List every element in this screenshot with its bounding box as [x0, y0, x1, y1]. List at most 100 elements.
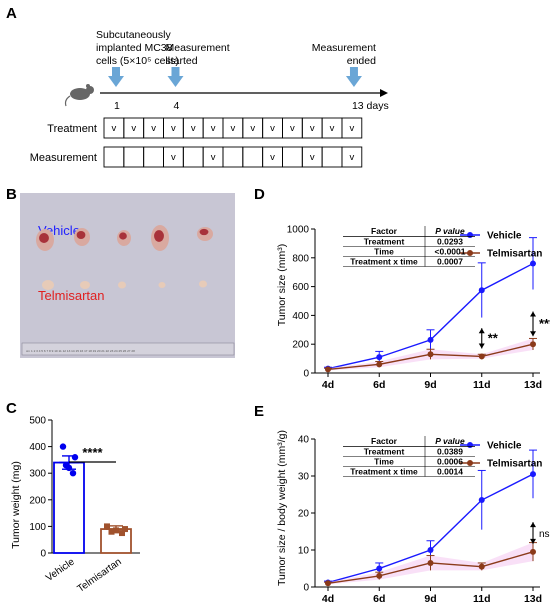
chart-e-legend-marker [467, 460, 473, 466]
panel-label-b: B [6, 186, 17, 203]
chart-e-ytick-label: 10 [298, 546, 310, 557]
chart-d-ytick-label: 1000 [287, 225, 310, 236]
tumor-telmisartan-1 [42, 280, 54, 290]
schedule-mark: v [290, 123, 295, 134]
schedule-cell [341, 146, 363, 168]
chart-e-stats-header: Factor [371, 436, 398, 446]
chart-e-xtick-label: 9d [424, 593, 436, 605]
chart-e-point [478, 497, 485, 504]
chart-d-stats-header: Factor [371, 226, 398, 236]
chart-c-point [108, 528, 115, 535]
chart-e-stats-pvalue: 0.0389 [437, 447, 463, 457]
tumor-photo [20, 193, 235, 358]
chart-c-ytick-label: 100 [29, 522, 46, 533]
chart-d-xtick-label: 13d [524, 379, 542, 391]
chart-d-arrowhead-up [530, 311, 536, 317]
chart-d-legend-label: Vehicle [487, 231, 522, 242]
tumor-telmisartan-4 [158, 282, 166, 288]
chart-e-legend-telmisartan: Telmisartan [460, 459, 542, 470]
chart-d-annotation-label: ** [488, 330, 499, 345]
schedule-mark: v [131, 123, 136, 134]
tumor-weight-chart: C Tumor weight (mg) 0 100 200 300 400 500 Vehi… [6, 400, 140, 595]
chart-d-ytick-label: 600 [292, 282, 309, 293]
chart-d-point [478, 353, 485, 360]
tumor-vehicle-3 [117, 230, 131, 246]
chart-e-arrowhead-up [530, 522, 536, 528]
chart-c-bar-vehicle [53, 443, 85, 554]
timeline-arrow-icon [108, 67, 124, 87]
schedule-cell [321, 146, 343, 168]
chart-c-bar [53, 461, 85, 554]
chart-d-legend-label: Telmisartan [487, 249, 542, 260]
schedule-mark: v [270, 123, 275, 134]
tumor-size-body-weight-chart: E Tumor size / body weight (mm³/g) 0 10 20… [254, 403, 550, 605]
panel-label-a: A [6, 5, 17, 22]
chart-c-point [113, 527, 119, 534]
schedule-row-label: Treatment [47, 123, 97, 135]
chart-c-category-label: Vehicle [44, 556, 77, 584]
timeline-arrowhead [380, 89, 388, 97]
chart-d-point [376, 354, 383, 361]
chart-d-arrowhead-down [478, 343, 485, 349]
chart-e-ytick-label: 20 [298, 509, 310, 520]
schedule-row-treatment: Treatment v v v v v v v v v v v v v [47, 117, 363, 139]
chart-e-series-telmisartan [324, 542, 537, 587]
chart-c-ytick-label: 400 [29, 442, 46, 453]
chart-c-point [71, 454, 79, 461]
schedule-mark: v [310, 152, 315, 163]
schedule-cell [282, 146, 303, 168]
chart-d-arrowhead-up [478, 328, 485, 334]
schedule-row-label: Measurement [30, 152, 97, 164]
schedule-cell [242, 146, 264, 168]
chart-e-stats-pvalue: 0.0014 [437, 467, 463, 477]
chart-c-ylabel: Tumor weight (mg) [10, 461, 22, 549]
schedule-cell [341, 117, 363, 139]
photo-group-label-telmisartan: Telmisartan [38, 288, 104, 303]
chart-c-significance-label: **** [82, 445, 103, 460]
chart-d-annotation-11d: ** [478, 328, 499, 349]
chart-e-point [478, 563, 485, 570]
schedule-mark: v [231, 123, 236, 134]
timeline-arrow-icon [345, 67, 362, 87]
chart-c-point [69, 470, 77, 477]
chart-e-point [376, 572, 383, 579]
chart-c-point [65, 464, 73, 472]
chart-d-ytick-label: 400 [292, 311, 309, 322]
chart-c-ytick-label: 500 [29, 416, 46, 427]
chart-e-legend-label: Vehicle [487, 441, 522, 452]
chart-d-annotation-label: *** [539, 316, 550, 331]
panel-label-e: E [254, 403, 264, 420]
chart-e-point [325, 580, 331, 587]
panel-label-d: D [254, 186, 265, 203]
chart-e-stats-factor: Treatment x time [350, 467, 418, 477]
timeline-tick-label: 1 [114, 100, 120, 112]
chart-e-point [530, 471, 536, 478]
tumor-telmisartan-2 [80, 281, 90, 289]
chart-d-xtick-label: 6d [373, 379, 385, 391]
tumor-vehicle-4 [151, 225, 169, 251]
chart-d-stats-pvalue: <0.0001 [435, 247, 466, 257]
chart-d-ytick-label: 200 [292, 340, 309, 351]
chart-e-stats-table: Factor P value Treatment 0.0389 Time 0.0006 Tr… [343, 436, 475, 477]
chart-e-arrowhead-down [530, 538, 536, 544]
chart-d-ytick-label: 0 [303, 369, 309, 380]
chart-d-legend-marker [467, 232, 473, 238]
chart-e-annotation-13d: ns [530, 522, 550, 544]
chart-d-series-telmisartan [324, 337, 537, 373]
chart-d-stats-header: P value [435, 226, 465, 236]
chart-d-point [427, 336, 434, 343]
tumor-size-chart: D Tumor size (mm³) 0 200 400 600 800 1000 4d 6d… [254, 186, 550, 391]
mouse-icon [64, 84, 94, 107]
chart-d-stats-factor: Treatment [364, 237, 405, 247]
chart-d-point [427, 351, 434, 358]
chart-e-point [427, 559, 434, 566]
chart-d-point [376, 361, 383, 368]
tumor-photo-panel: B cm 1 2 3 4 5 6 7 8 9 10 11 12 13 14 15… [6, 186, 235, 358]
timeline-event-text: started [165, 55, 197, 67]
chart-d-stats-pvalue: 0.0007 [437, 257, 463, 267]
panel-label-c: C [6, 400, 17, 417]
